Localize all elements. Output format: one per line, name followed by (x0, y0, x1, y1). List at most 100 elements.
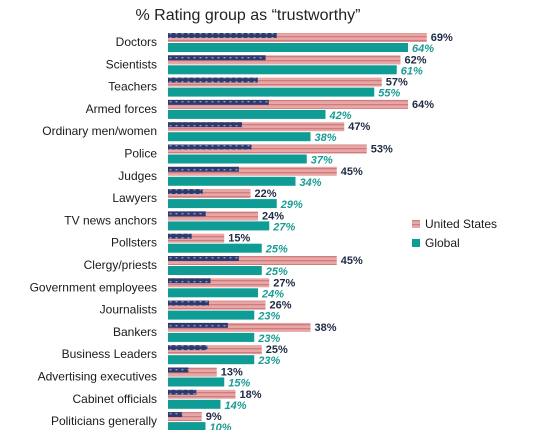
category-row: Judges 45% 34% (118, 166, 363, 189)
data-label-united-states: 45% (341, 166, 363, 178)
bar-global (168, 221, 270, 231)
data-label-united-states: 47% (348, 121, 370, 133)
data-label-global: 15% (228, 378, 250, 390)
bar-united-states-canton (168, 144, 252, 150)
data-label-united-states: 22% (255, 188, 277, 200)
category-row: Politicians generally 9%10% (51, 411, 232, 434)
data-label-united-states: 9% (206, 411, 222, 423)
data-label-united-states: 27% (273, 277, 295, 289)
bar-united-states-canton (168, 55, 266, 61)
data-label-global: 61% (401, 65, 423, 77)
data-label-united-states: 45% (341, 255, 363, 267)
data-label-global: 23% (257, 311, 280, 323)
bar-global (168, 154, 307, 164)
bar-united-states (168, 367, 217, 377)
category-label: Ordinary men/women (42, 124, 157, 138)
category-label: Bankers (113, 325, 157, 339)
plot-area: Doctors 69%64%Scientists 62%61%Teachers 57%… (30, 32, 453, 434)
legend-swatch-united-states (412, 220, 420, 228)
category-label: Judges (118, 169, 157, 183)
bar-united-states (168, 412, 202, 422)
bar-global (168, 109, 326, 119)
bar-global (168, 65, 397, 75)
data-label-global: 42% (329, 110, 352, 122)
data-label-global: 37% (311, 155, 333, 167)
data-label-united-states: 69% (431, 32, 453, 44)
legend-label-united-states: United States (425, 217, 497, 231)
data-label-global: 23% (257, 333, 280, 345)
bar-united-states (168, 189, 251, 199)
bar-global (168, 422, 206, 432)
bar-united-states-canton (168, 211, 206, 217)
bar-united-states (168, 144, 367, 154)
bar-global (168, 43, 408, 52)
data-label-united-states: 57% (386, 77, 408, 89)
category-row: Clergy/priests 45% 25% (84, 255, 363, 278)
data-label-global: 10% (210, 422, 232, 430)
legend-swatch-global (412, 239, 420, 247)
data-label-united-states: 24% (262, 210, 284, 222)
category-label: Teachers (108, 80, 157, 94)
data-label-united-states: 53% (371, 144, 393, 156)
bar-global (168, 310, 255, 320)
bar-united-states (168, 278, 270, 288)
data-label-united-states: 15% (228, 233, 250, 245)
bar-united-states (168, 55, 401, 65)
category-label: Cabinet officials (73, 392, 158, 406)
bar-united-states (168, 233, 225, 243)
data-label-global: 27% (272, 221, 295, 233)
data-label-global: 23% (257, 355, 280, 367)
bar-global (168, 377, 225, 387)
data-label-united-states: 25% (266, 344, 288, 356)
bar-united-states (168, 256, 337, 265)
bar-united-states-canton (168, 300, 209, 306)
data-label-global: 14% (225, 400, 247, 412)
category-row: Journalists 26%23% (100, 300, 292, 323)
category-label: Doctors (116, 35, 157, 49)
bar-global (168, 399, 221, 409)
bar-united-states-canton (168, 322, 228, 328)
category-label: Business Leaders (62, 347, 157, 361)
bar-united-states (168, 389, 236, 399)
data-label-united-states: 26% (270, 300, 292, 312)
data-label-united-states: 18% (240, 389, 262, 401)
bar-united-states-canton (168, 99, 269, 105)
category-row: Advertising executives 13%15% (38, 367, 251, 390)
category-row: Teachers 57%55% (108, 77, 408, 100)
bar-global (168, 176, 296, 186)
category-label: Lawyers (112, 191, 157, 205)
data-label-global: 29% (280, 199, 303, 211)
bar-global (168, 199, 277, 209)
bar-global (168, 243, 262, 253)
category-row: Bankers 38% 23% (113, 322, 337, 345)
category-row: TV news anchors 24%27% (64, 210, 295, 233)
bar-united-states-canton (168, 412, 183, 418)
category-row: Government employees 27%24% (30, 277, 296, 300)
bar-united-states (168, 166, 337, 176)
category-label: Journalists (100, 303, 157, 317)
bar-global (168, 132, 311, 142)
category-label: Armed forces (86, 102, 157, 116)
bar-global (168, 288, 258, 298)
bar-united-states (168, 33, 427, 42)
category-row: Pollsters 15% 25% (111, 233, 288, 256)
bar-united-states (168, 122, 345, 132)
bar-united-states (168, 322, 311, 332)
chart-title: % Rating group as “trustworthy” (136, 7, 361, 24)
category-label: Police (124, 147, 157, 161)
bar-global (168, 355, 255, 365)
data-label-united-states: 64% (412, 99, 434, 111)
bar-united-states (168, 99, 408, 109)
category-label: Clergy/priests (84, 258, 157, 272)
category-row: Police 53% 37% (124, 144, 393, 167)
bar-united-states-canton (168, 166, 239, 172)
bar-united-states-canton (168, 278, 211, 284)
category-label: Scientists (106, 57, 157, 71)
category-row: Lawyers 22%29% (112, 188, 303, 211)
bar-united-states (168, 77, 382, 87)
data-label-global: 34% (300, 177, 322, 189)
data-label-global: 38% (315, 132, 337, 144)
bar-united-states-canton (168, 389, 197, 395)
category-label: TV news anchors (64, 213, 157, 227)
